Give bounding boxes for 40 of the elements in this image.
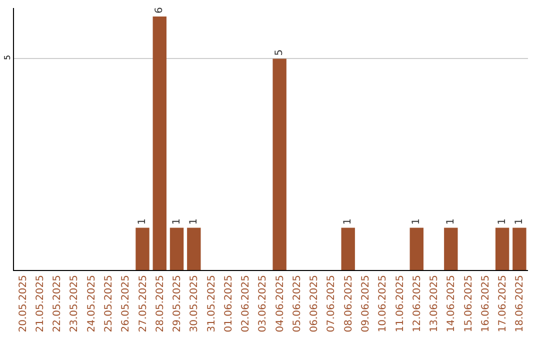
data-label: 1 (188, 218, 200, 225)
x-tick-label: 23.05.2025 (69, 275, 80, 332)
x-tick-label: 08.06.2025 (343, 275, 354, 332)
x-tick-label: 01.06.2025 (223, 275, 234, 332)
x-tick-label: 04.06.2025 (274, 275, 286, 332)
x-tick-label: 26.05.2025 (120, 275, 132, 332)
x-tick-label: 11.06.2025 (394, 275, 406, 332)
x-tick-label: 18.06.2025 (514, 275, 526, 332)
x-tick-label: 29.05.2025 (172, 275, 184, 332)
x-tick-label: 13.06.2025 (429, 275, 440, 332)
x-tick-label: 02.06.2025 (240, 275, 252, 332)
data-label: 1 (342, 218, 354, 225)
x-tick-label: 21.05.2025 (34, 275, 46, 332)
x-tick-label: 05.06.2025 (292, 275, 303, 332)
x-tick-label: 30.05.2025 (189, 275, 200, 332)
data-label: 5 (274, 49, 286, 56)
x-tick-label: 06.06.2025 (309, 275, 320, 332)
x-tick-label: 15.06.2025 (463, 275, 474, 332)
data-label: 1 (514, 218, 525, 225)
x-tick-label: 17.06.2025 (498, 275, 509, 332)
data-label: 1 (171, 218, 182, 225)
data-label: 1 (411, 218, 422, 225)
x-tick-label: 12.06.2025 (412, 275, 423, 332)
x-tick-label: 22.05.2025 (52, 275, 64, 332)
x-tick-label: 31.05.2025 (206, 275, 218, 332)
x-tick-label: 16.06.2025 (480, 275, 492, 332)
x-tick-label: 27.05.2025 (138, 275, 149, 332)
data-label: 1 (445, 218, 456, 225)
x-tick-label: 07.06.2025 (326, 275, 338, 332)
x-tick-label: 28.05.2025 (154, 275, 166, 332)
x-tick-label: 09.06.2025 (360, 275, 372, 332)
x-tick-label: 14.06.2025 (446, 275, 458, 332)
x-tick-label: 03.06.2025 (258, 275, 269, 332)
x-tick-label: 25.05.2025 (103, 275, 114, 332)
data-label: 1 (137, 218, 148, 225)
x-tick-label: 10.06.2025 (378, 275, 389, 332)
x-tick-label: 24.05.2025 (86, 275, 98, 332)
data-label: 6 (154, 7, 166, 14)
x-tick-label: 20.05.2025 (18, 275, 29, 332)
data-label: 1 (496, 218, 508, 225)
